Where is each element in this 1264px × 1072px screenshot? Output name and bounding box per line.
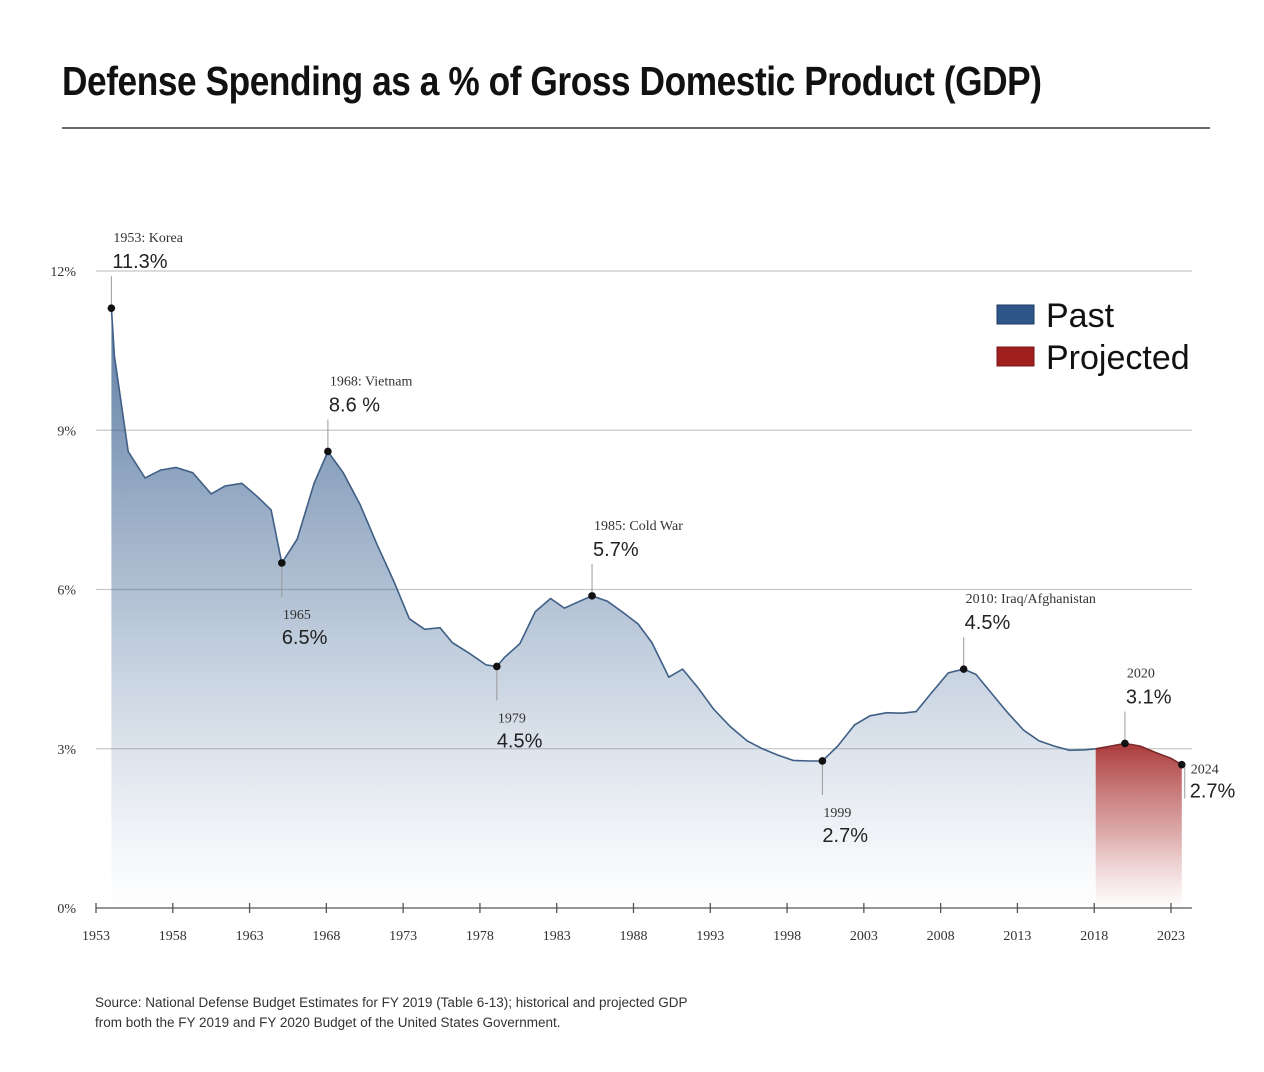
data-point-marker — [959, 665, 968, 673]
x-tick-label: 1958 — [159, 929, 187, 944]
annotation-value: 3.1% — [1126, 686, 1172, 708]
x-tick-label: 2018 — [1080, 929, 1108, 944]
x-tick-label: 1953 — [82, 929, 110, 944]
data-point-marker — [1177, 760, 1186, 769]
annotation-value: 11.3% — [112, 251, 167, 273]
axes: 1953 1958 1963 1968 1973 1978 1983 1988 1993 1998… — [82, 903, 1192, 944]
annotation-value: 5.7% — [593, 539, 639, 561]
x-tick-label: 2003 — [850, 929, 878, 944]
data-point-marker — [588, 592, 596, 600]
legend-swatch-past — [996, 304, 1035, 325]
area-series — [110, 308, 1183, 908]
legend-swatch-projected — [996, 346, 1035, 367]
y-tick-label: 12% — [50, 265, 76, 280]
source-line-2: from both the FY 2019 and FY 2020 Budget… — [95, 1015, 561, 1030]
legend: Past Projected — [996, 297, 1190, 377]
x-tick-label: 2013 — [1003, 929, 1031, 944]
x-tick-label: 2008 — [927, 929, 955, 944]
annotation-label: 1985: Cold War — [594, 519, 683, 534]
area-projected — [1095, 743, 1182, 908]
x-tick-label: 1973 — [389, 929, 417, 944]
x-tick-label: 1993 — [696, 929, 724, 944]
annotations: 1953: Korea 11.3% 1968: Vietnam 8.6 % 1965 6.… — [107, 231, 1236, 847]
annotation-label: 1979 — [498, 711, 526, 726]
x-tick-label: 1998 — [773, 929, 801, 944]
data-point-marker — [324, 447, 332, 456]
source-note: Source: National Defense Budget Estimate… — [95, 993, 855, 1033]
annotation-label: 1999 — [823, 806, 851, 821]
y-tick-label: 6% — [57, 584, 76, 599]
area-past — [111, 308, 1096, 908]
y-tick-label: 0% — [57, 902, 76, 917]
annotation-label: 1968: Vietnam — [330, 374, 413, 389]
annotation-label: 2020 — [1127, 666, 1155, 681]
x-tick-label: 2023 — [1157, 929, 1185, 944]
legend-label-past: Past — [1046, 297, 1115, 335]
line-projected — [1095, 742, 1183, 766]
annotation-value: 4.5% — [965, 612, 1011, 634]
data-point-marker — [1121, 739, 1129, 748]
annotation-value: 4.5% — [497, 730, 543, 752]
x-tick-label: 1988 — [620, 929, 648, 944]
annotation-label: 1953: Korea — [113, 231, 183, 246]
title-divider — [62, 127, 1210, 129]
y-tick-label: 3% — [57, 743, 76, 758]
data-point-marker — [493, 662, 501, 671]
source-line-1: Source: National Defense Budget Estimate… — [95, 995, 688, 1010]
annotation-label: 2010: Iraq/Afghanistan — [966, 592, 1096, 607]
x-tick-label: 1983 — [543, 929, 571, 944]
data-point-marker — [818, 757, 827, 765]
legend-label-projected: Projected — [1046, 339, 1190, 377]
annotation-label: 2024 — [1191, 763, 1219, 778]
annotation-value: 6.5% — [282, 627, 328, 649]
data-point-marker — [278, 559, 286, 567]
x-tick-label: 1968 — [312, 929, 340, 944]
chart-title: Defense Spending as a % of Gross Domesti… — [62, 58, 1042, 104]
data-point-marker — [107, 304, 116, 312]
x-tick-label: 1978 — [466, 929, 494, 944]
y-tick-label: 9% — [57, 424, 76, 439]
annotation-label: 1965 — [283, 608, 311, 623]
annotation-value: 8.6 % — [329, 394, 380, 416]
annotation-value: 2.7% — [822, 825, 868, 847]
x-tick-label: 1963 — [236, 929, 264, 944]
annotation-value: 2.7% — [1190, 781, 1236, 803]
